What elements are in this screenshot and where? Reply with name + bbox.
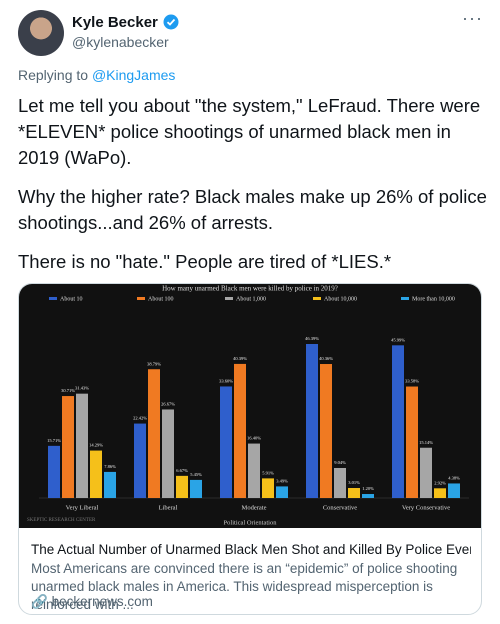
chart: How many unarmed Black men were killed b…: [19, 284, 481, 528]
value-label: 4.38%: [448, 475, 460, 480]
bar: [104, 471, 116, 498]
value-label: 40.39%: [233, 356, 247, 361]
value-label: 15.14%: [419, 440, 433, 445]
legend-swatch: [225, 297, 233, 300]
bar: [90, 450, 102, 498]
value-label: 33.58%: [405, 379, 419, 384]
value-label: 6.67%: [176, 468, 188, 473]
bar: [420, 447, 432, 498]
source: SKEPTIC RESEARCH CENTER: [27, 518, 96, 523]
bar: [334, 467, 346, 498]
avatar[interactable]: [18, 10, 64, 56]
bar: [190, 479, 202, 498]
bar: [362, 494, 374, 498]
bar: [220, 386, 232, 498]
bar: [276, 486, 288, 498]
value-label: 5.91%: [262, 470, 274, 475]
value-label: 46.39%: [305, 336, 319, 341]
legend-label: About 1,000: [236, 296, 266, 302]
paragraph: Why the higher rate? Black males make up…: [18, 186, 487, 233]
bar: [406, 386, 418, 498]
value-label: 3.49%: [276, 478, 288, 483]
card-title: The Actual Number of Unarmed Black Men S…: [31, 542, 471, 557]
reply-prefix: Replying to: [18, 67, 89, 83]
bar: [262, 478, 274, 498]
bar: [176, 475, 188, 498]
chart-title: How many unarmed Black men were killed b…: [162, 285, 338, 293]
card-domain: 🔗 beckernews.com: [31, 594, 153, 609]
bar: [134, 423, 146, 498]
legend-label: More than 10,000: [412, 296, 455, 302]
bar: [248, 443, 260, 498]
bar: [448, 483, 460, 498]
paragraph: There is no "hate." People are tired of …: [18, 251, 392, 272]
paragraph: Let me tell you about "the system," LeFr…: [18, 95, 481, 168]
bar: [62, 396, 74, 498]
value-label: 1.20%: [362, 486, 374, 491]
bar: [148, 369, 160, 498]
bar: [162, 409, 174, 498]
bar: [234, 363, 246, 498]
reply-mention[interactable]: @KingJames: [91, 67, 176, 83]
bar: [348, 488, 360, 498]
value-label: 33.60%: [219, 378, 233, 383]
legend-label: About 10: [60, 296, 83, 302]
legend-swatch: [401, 297, 409, 300]
value-label: 38.79%: [147, 361, 161, 366]
reply-context: Replying to @KingJames: [18, 67, 175, 83]
card-description: Most Americans are convinced there is an…: [31, 561, 458, 612]
value-label: 2.92%: [434, 480, 446, 485]
legend-label: About 100: [148, 296, 174, 302]
author-handle[interactable]: @kylenabecker: [72, 34, 169, 50]
bar: [76, 393, 88, 498]
value-label: 14.29%: [89, 443, 103, 448]
value-label: 16.40%: [247, 436, 261, 441]
more-button[interactable]: ···: [462, 8, 483, 28]
bar: [434, 488, 446, 498]
value-label: 9.04%: [334, 460, 346, 465]
legend-label: About 10,000: [324, 296, 357, 302]
tweet-text: Let me tell you about "the system," LeFr…: [18, 93, 488, 288]
bar: [320, 364, 332, 498]
value-label: 22.42%: [133, 416, 147, 421]
bar: [306, 344, 318, 498]
author-name[interactable]: Kyle Becker: [72, 14, 158, 31]
verified-badge: [163, 14, 179, 30]
x-tick-label: Liberal: [159, 504, 178, 511]
value-label: 31.43%: [75, 386, 89, 391]
legend-swatch: [137, 297, 145, 300]
value-label: 15.71%: [47, 438, 61, 443]
value-label: 40.36%: [319, 356, 333, 361]
bar: [48, 445, 60, 498]
legend-swatch: [49, 297, 57, 300]
x-tick-label: Conservative: [323, 504, 357, 511]
bar: [392, 345, 404, 498]
x-tick-label: Very Conservative: [402, 504, 450, 511]
value-label: 30.71%: [61, 388, 75, 393]
value-label: 26.67%: [161, 401, 175, 406]
value-label: 7.86%: [104, 464, 116, 469]
link-card[interactable]: How many unarmed Black men were killed b…: [18, 283, 482, 615]
x-tick-label: Very Liberal: [66, 504, 99, 511]
value-label: 5.45%: [190, 472, 202, 477]
value-label: 45.99%: [391, 337, 405, 342]
domain: beckernews.com: [51, 594, 153, 609]
legend-swatch: [313, 297, 321, 300]
x-axis-label: Political Orientation: [224, 519, 278, 526]
x-tick-label: Moderate: [242, 504, 267, 511]
value-label: 3.01%: [348, 480, 360, 485]
